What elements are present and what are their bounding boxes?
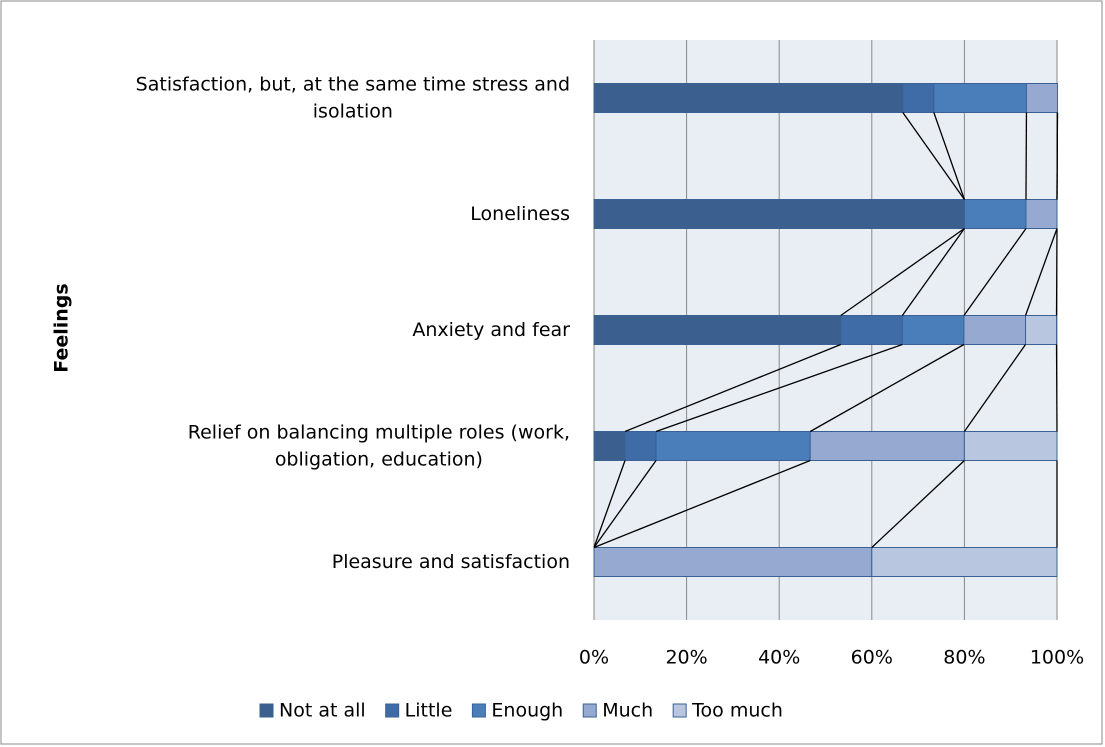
series-line <box>901 228 965 316</box>
bar-segment <box>655 431 811 461</box>
label-line: Loneliness <box>470 203 570 225</box>
y-tick-label: Relief on balancing multiple roles (work… <box>188 421 570 470</box>
legend-swatch <box>471 703 486 718</box>
label-line: Pleasure and satisfaction <box>332 551 570 573</box>
y-tick-label: Pleasure and satisfaction <box>332 551 570 573</box>
bar-segment <box>963 315 1027 345</box>
bar-segment <box>624 431 657 461</box>
bar-segment <box>1025 83 1058 113</box>
legend-swatch <box>385 703 400 718</box>
bar-segment <box>840 315 903 345</box>
bar-segment <box>933 83 1027 113</box>
label-line: Satisfaction, but, at the same time stre… <box>136 73 570 95</box>
series-line <box>963 228 1027 316</box>
y-tick-label: Satisfaction, but, at the same time stre… <box>136 73 570 122</box>
series-line <box>624 343 842 433</box>
bar-segment <box>871 547 1058 577</box>
series-line <box>655 343 903 433</box>
bar-segment <box>1025 315 1058 345</box>
y-axis-label: Feelings <box>51 283 73 372</box>
bar-segment <box>593 83 904 113</box>
legend-label: Too much <box>691 700 783 722</box>
series-line <box>933 112 966 200</box>
legend-label: Enough <box>491 700 563 722</box>
x-tick-label: 60% <box>851 647 893 669</box>
series-line <box>593 460 626 548</box>
series-line <box>809 343 965 433</box>
bar-segment <box>593 431 626 461</box>
bar-segment <box>901 315 965 345</box>
bar-segment <box>593 199 965 229</box>
series-line <box>1024 228 1058 316</box>
y-tick-label: Anxiety and fear <box>412 319 570 341</box>
legend-label: Much <box>602 700 653 722</box>
bar-segment <box>902 83 935 113</box>
bar-segment <box>593 547 873 577</box>
bar-segment <box>963 431 1058 461</box>
x-tick-label: 80% <box>943 647 985 669</box>
bar-segment <box>593 315 842 345</box>
label-line: obligation, education) <box>275 448 483 470</box>
y-tick-label: Loneliness <box>470 203 570 225</box>
series-line <box>593 460 657 548</box>
bar-segment <box>963 199 1027 229</box>
series-line <box>871 460 965 548</box>
legend-swatch <box>582 703 597 718</box>
label-line: isolation <box>313 100 393 122</box>
x-tick-label: 100% <box>1030 647 1084 669</box>
series-line <box>593 459 811 549</box>
series-line <box>840 227 965 317</box>
bar-segment <box>1025 199 1058 229</box>
x-tick-label: 40% <box>758 647 800 669</box>
legend-label: Not at all <box>279 700 366 722</box>
x-tick-label: 0% <box>579 647 609 669</box>
label-line: Relief on balancing multiple roles (work… <box>188 421 570 443</box>
label-line: Anxiety and fear <box>412 319 570 341</box>
legend-label: Little <box>405 700 453 722</box>
series-line <box>963 344 1027 432</box>
legend-swatch <box>259 703 274 718</box>
x-tick-label: 20% <box>665 647 707 669</box>
series-line <box>902 112 965 200</box>
bar-segment <box>809 431 965 461</box>
legend-swatch <box>672 703 687 718</box>
